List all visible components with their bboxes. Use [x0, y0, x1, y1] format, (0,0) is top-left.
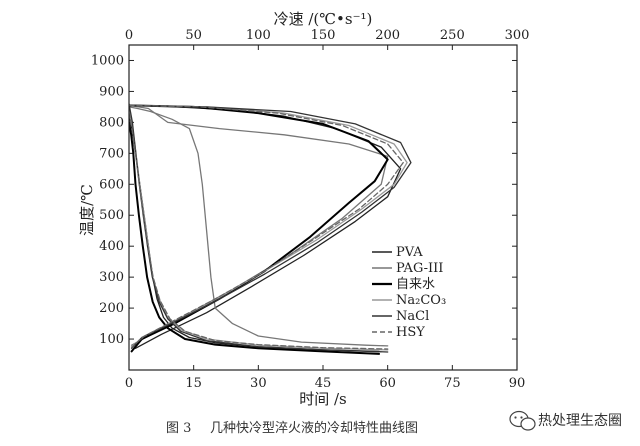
series-1-time-curve: [129, 106, 389, 347]
x-axis-title: 时间 /s: [299, 390, 347, 408]
top-tick-label: 0: [125, 28, 133, 43]
top-tick-label: 300: [505, 28, 530, 43]
y-tick-label: 600: [99, 177, 124, 192]
top-tick-label: 150: [311, 28, 336, 43]
top-tick-label: 50: [185, 28, 202, 43]
series-5-time-curve: [129, 112, 389, 350]
series-0-rate-curve: [129, 104, 402, 349]
y-tick-label: 1000: [91, 53, 124, 68]
x-tick-label: 15: [185, 376, 202, 391]
wechat-icon: [509, 410, 536, 431]
legend-label-na2co3: Na₂CO₃: [396, 293, 446, 308]
series-4-time-curve: [129, 103, 389, 353]
legend-label-water: 自来水: [396, 277, 435, 292]
legend-label-pag: PAG-III: [396, 261, 443, 276]
y-tick-label: 900: [99, 84, 124, 99]
series-layer: [129, 103, 412, 355]
series-3-time-curve: [129, 109, 389, 351]
top-tick-label: 200: [375, 28, 400, 43]
top-tick-label: 250: [440, 28, 465, 43]
y-tick-label: 100: [99, 332, 124, 347]
y-tick-label: 300: [99, 270, 124, 285]
x-tick-label: 75: [444, 376, 461, 391]
y-tick-label: 800: [99, 115, 124, 130]
legend: PVA PAG-III 自来水 Na₂CO₃ NaCl HSY: [372, 245, 446, 340]
watermark: 热处理生态圈: [509, 410, 622, 431]
y-tick-label: 500: [99, 208, 124, 223]
watermark-text: 热处理生态圈: [538, 413, 622, 429]
x-tick-label: 90: [509, 376, 526, 391]
caption-text: 几种快冷型淬火液的冷却特性曲线图: [210, 420, 418, 436]
series-2-rate-curve: [129, 104, 389, 353]
y-axis-title: 温度/℃: [78, 184, 96, 236]
x-tick-label: 60: [379, 376, 396, 391]
x-tick-label: 0: [125, 376, 133, 391]
legend-label-hsy: HSY: [396, 325, 425, 340]
top-axis-title: 冷速 /(℃•s⁻¹): [274, 10, 373, 28]
y-tick-label: 200: [99, 301, 124, 316]
x-axis-ticks: 0 15 30 45 60 75 90: [125, 365, 525, 391]
legend-label-nacl: NaCl: [396, 309, 429, 324]
series-2-time-curve: [129, 121, 380, 355]
caption-label: 图 3: [166, 421, 191, 436]
y-tick-label: 700: [99, 146, 124, 161]
series-3-rate-curve: [129, 104, 408, 348]
x-tick-label: 30: [250, 376, 267, 391]
y-tick-label: 400: [99, 239, 124, 254]
x-tick-label: 45: [315, 376, 332, 391]
plot-frame: [128, 44, 518, 371]
top-tick-label: 100: [246, 28, 271, 43]
y-axis-ticks: 100 200 300 400 500 600 700 800 900 1000: [91, 53, 517, 347]
top-axis-ticks: 0 50 100 150 200 250 300: [125, 28, 530, 50]
series-4-rate-curve: [129, 104, 412, 349]
legend-label-pva: PVA: [396, 245, 423, 260]
series-5-rate-curve: [129, 104, 404, 349]
